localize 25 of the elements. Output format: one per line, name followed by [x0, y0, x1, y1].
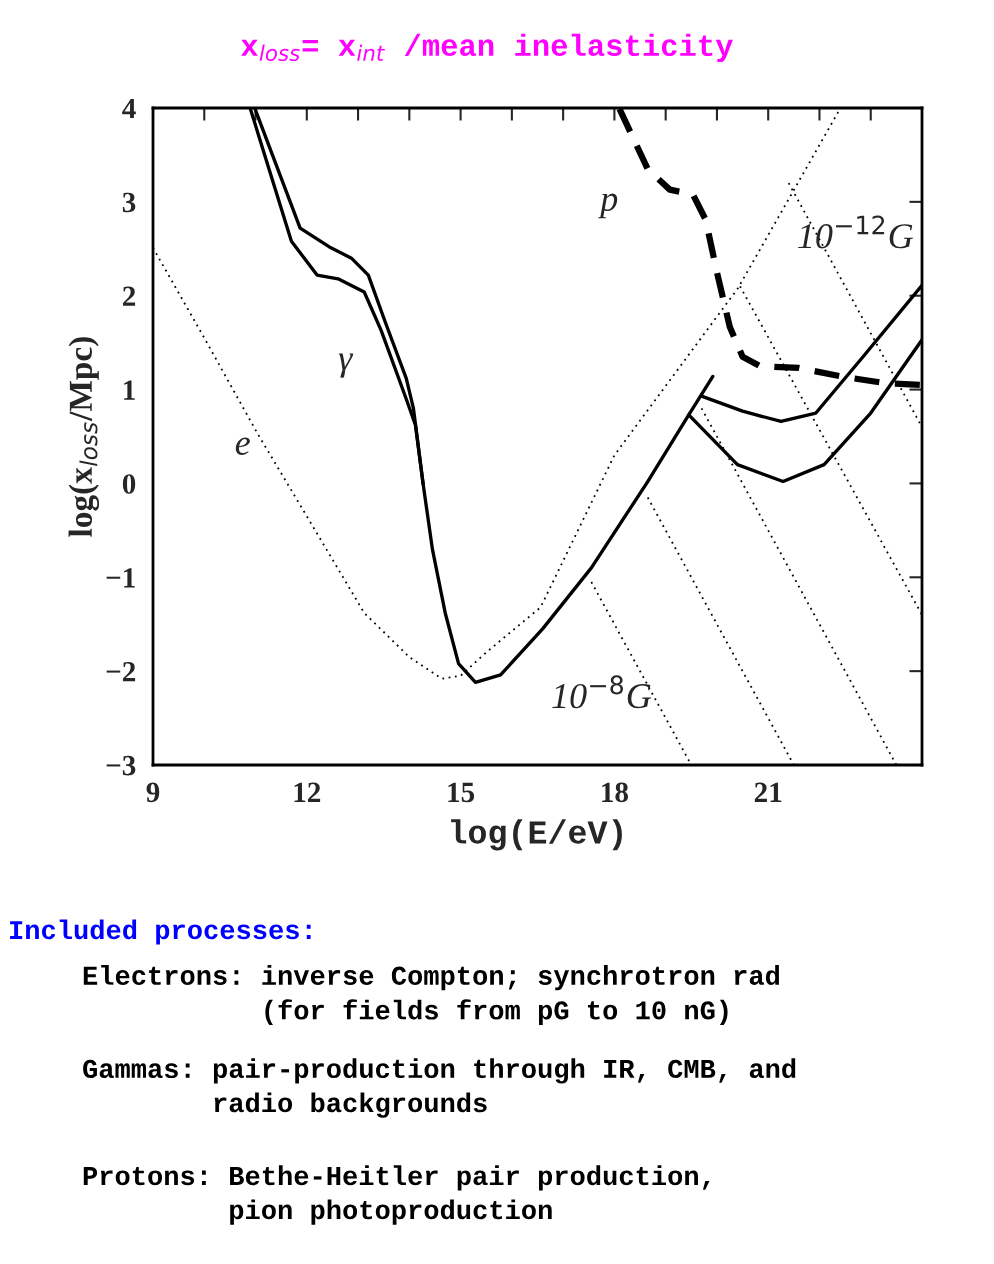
y-tick-label: 2 [122, 286, 136, 306]
x-tick-label: 21 [754, 782, 782, 802]
x-tick-label: 18 [602, 782, 629, 803]
series-label: 10$^{−8}$G [552, 675, 652, 709]
text: Protons: Bethe-Heitler pair production, pion photoproduction [83, 1165, 710, 1225]
y-tick-label: −3 [106, 755, 136, 776]
series-label: e [235, 437, 250, 455]
y-tick-label: 3 [122, 192, 136, 213]
text: Electrons: inverse Compton; synchrotron rad (for fields from pG to 10 nG) [83, 965, 780, 1025]
y-tick-label: 0 [122, 474, 136, 494]
x-tick-label: 15 [448, 782, 475, 803]
y-tick-label: 4 [122, 98, 136, 119]
y-tick-label: −2 [106, 661, 136, 682]
y-tick-label: −1 [106, 568, 135, 588]
x-tick-label: 9 [146, 782, 160, 803]
x-axis-title: log(E/eV) [451, 819, 622, 851]
chart-title: x$_{loss}$= x$_{int}$ /mean inelasticity [241, 33, 733, 63]
series-label: γ [338, 353, 354, 378]
y-axis-title: log(x$_{loss}$/Mpc) [68, 337, 100, 537]
series-label: p [598, 193, 618, 219]
text: Included processes: [10, 919, 311, 945]
x-tick-label: 12 [294, 782, 321, 802]
series-label: 10$^{−12}$G [798, 215, 913, 249]
y-tick-label: 1 [124, 380, 135, 400]
text: Gammas: pair-production through IR, CMB, and radio backgrounds [83, 1058, 796, 1118]
